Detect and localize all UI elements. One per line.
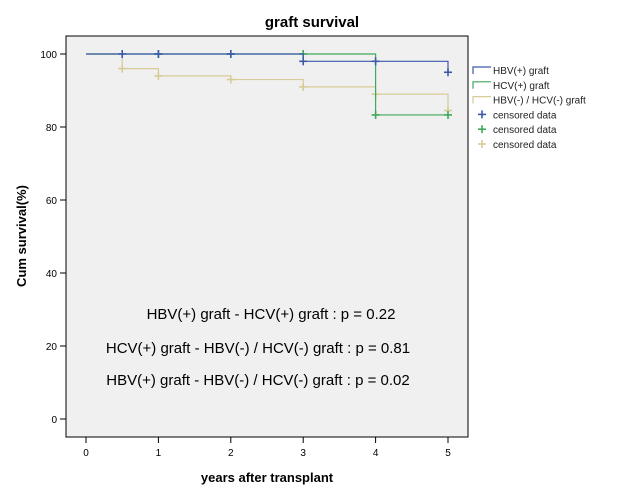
y-axis-title: Cum survival(%): [14, 185, 29, 287]
censor-mark-1-4: [444, 110, 452, 119]
y-tick-label: 100: [40, 50, 57, 61]
legend: HBV(+) graft HCV(+) graft HBV(-) / HCV(-) …: [472, 66, 586, 151]
censor-mark-0-5: [444, 68, 452, 77]
annotation-1: HCV(+) graft - HBV(-) / HCV(-) graft : p…: [106, 340, 410, 357]
censor-mark-0-2: [226, 50, 235, 58]
x-axis-title: years after transplant: [201, 470, 334, 485]
legend-item-1: HCV(+) graft: [472, 81, 550, 92]
censor-mark-0-1: [154, 50, 163, 58]
legend-label: censored data: [493, 110, 557, 121]
annotations: HBV(+) graft - HCV(+) graft : p = 0.22 HC…: [106, 306, 410, 389]
censor-mark-0-3: [299, 57, 308, 66]
annotation-2: HBV(+) graft - HBV(-) / HCV(-) graft : p…: [106, 372, 409, 389]
x-tick-label: 4: [373, 448, 379, 459]
x-tick-label: 0: [83, 448, 89, 459]
y-tick-label: 60: [46, 196, 58, 207]
legend-label: HCV(+) graft: [493, 81, 550, 92]
legend-label: censored data: [493, 125, 557, 136]
censor-mark-2-0: [118, 64, 127, 73]
legend-item-0: HBV(+) graft: [472, 66, 549, 77]
y-tick-label: 40: [46, 269, 58, 280]
legend-cross-swatch: [478, 110, 486, 119]
legend-cross-swatch: [478, 125, 486, 134]
legend-item-3: censored data: [478, 110, 557, 121]
axes: 0 20 40 60 80 100 0 1 2 3 4 5: [40, 50, 451, 459]
censor-mark-0-0: [118, 50, 127, 58]
censor-mark-2-2: [226, 75, 235, 84]
legend-item-2: HBV(-) / HCV(-) graft: [472, 96, 586, 107]
legend-line-swatch: [472, 81, 491, 89]
legend-item-4: censored data: [478, 125, 557, 136]
series-layer: [86, 50, 452, 119]
censor-mark-2-1: [154, 71, 163, 80]
legend-cross-swatch: [478, 140, 486, 148]
x-tick-label: 5: [445, 448, 451, 459]
annotation-0: HBV(+) graft - HCV(+) graft : p = 0.22: [147, 306, 396, 323]
censor-mark-1-3: [371, 110, 380, 119]
y-tick-label: 80: [46, 123, 58, 134]
legend-label: HBV(+) graft: [493, 66, 549, 77]
x-tick-label: 2: [228, 448, 234, 459]
legend-line-swatch: [472, 66, 491, 74]
legend-item-5: censored data: [478, 140, 557, 151]
y-tick-label: 20: [46, 342, 58, 353]
plot-area: [65, 35, 469, 438]
x-tick-label: 1: [156, 448, 162, 459]
legend-label: HBV(-) / HCV(-) graft: [493, 96, 586, 107]
x-tick-label: 3: [300, 448, 306, 459]
censor-mark-0-4: [371, 57, 380, 66]
chart-title: graft survival: [265, 14, 359, 31]
legend-label: censored data: [493, 140, 557, 151]
y-tick-label: 0: [51, 415, 57, 426]
legend-line-swatch: [472, 96, 491, 104]
censor-mark-2-3: [299, 82, 308, 91]
